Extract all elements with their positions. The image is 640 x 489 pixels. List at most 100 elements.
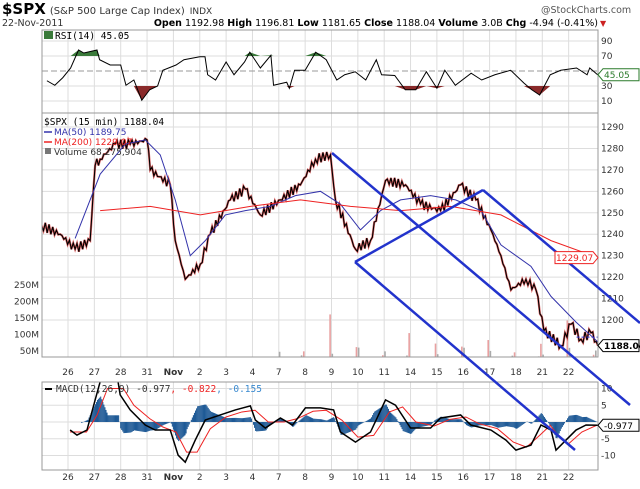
volume-y-tick: 100M	[14, 331, 39, 341]
macd-histogram-bar	[396, 419, 397, 422]
rsi-legend-label: RSI(14) 45.05	[55, 31, 129, 42]
volume-bar	[329, 314, 331, 357]
macd-histogram-bar	[181, 422, 182, 438]
macd-histogram-bar	[516, 422, 517, 429]
macd-histogram-bar	[487, 422, 488, 425]
macd-histogram-bar	[171, 422, 172, 424]
x-tick-label: 27	[89, 368, 100, 378]
macd-histogram-bar	[229, 418, 230, 422]
macd-histogram-bar	[574, 415, 575, 422]
chart-header: $SPX(S&P 500 Large Cap Index)INDX @Stock…	[2, 0, 631, 29]
x-tick-label: 22	[563, 368, 574, 378]
macd-histogram-bar	[209, 409, 210, 422]
macd-histogram-bar	[524, 422, 525, 423]
macd-histogram-bar	[500, 422, 501, 427]
symbol-title: $SPX(S&P 500 Large Cap Index)INDX	[2, 0, 212, 18]
stockcharts-watermark: @StockCharts.com	[541, 5, 631, 16]
macd-histogram-bar	[113, 415, 114, 422]
macd-histogram-bar	[413, 422, 414, 431]
macd-histogram-bar	[250, 417, 251, 422]
macd-histogram-bar	[116, 415, 117, 422]
macd-histogram-bar	[123, 422, 124, 433]
macd-histogram-bar	[326, 420, 327, 422]
macd-histogram-bar	[105, 410, 106, 422]
price-legend-label: $SPX (15 min) 1188.04	[44, 117, 164, 128]
macd-histogram-bar	[165, 422, 166, 424]
macd-histogram-bar	[313, 419, 314, 422]
macd-histogram-bar	[594, 421, 595, 422]
macd-histogram-bar	[352, 422, 353, 431]
macd-histogram-bar	[109, 415, 110, 422]
macd-histogram-bar	[95, 404, 96, 422]
rsi-legend-icon	[44, 31, 53, 39]
volume-y-tick: 250M	[14, 281, 39, 291]
macd-histogram-bar	[368, 420, 369, 422]
macd-histogram-bar	[582, 417, 583, 422]
macd-histogram-bar	[177, 422, 178, 440]
x-tick-label: 4	[250, 473, 256, 483]
x-tick-label: 10	[352, 368, 364, 378]
macd-histogram-bar	[186, 422, 187, 433]
macd-histogram-bar	[133, 422, 134, 431]
macd-histogram-bar	[140, 422, 141, 431]
x-tick-label: 18	[510, 368, 522, 378]
macd-histogram-bar	[393, 415, 394, 422]
macd-histogram-bar	[512, 422, 513, 427]
x-tick-label: 11	[378, 473, 389, 483]
price-y-tick: 1280	[601, 144, 624, 154]
macd-histogram-bar	[466, 422, 467, 425]
macd-histogram-bar	[323, 420, 324, 422]
macd-histogram-bar	[405, 422, 406, 432]
x-tick-label: 14	[405, 368, 417, 378]
macd-histogram-bar	[586, 417, 587, 422]
macd-histogram-bar	[125, 422, 126, 433]
macd-histogram-bar	[81, 422, 82, 423]
macd-histogram-bar	[354, 422, 355, 430]
macd-histogram-bar	[492, 422, 493, 426]
volume-bar	[595, 351, 597, 357]
macd-histogram-bar	[513, 422, 514, 427]
macd-histogram-bar	[97, 400, 98, 422]
macd-histogram-bar	[465, 422, 466, 424]
macd-histogram-bar	[168, 422, 169, 423]
x-tick-label: 9	[329, 473, 335, 483]
macd-histogram-bar	[434, 420, 435, 422]
macd-histogram-bar	[504, 422, 505, 427]
macd-histogram-bar	[126, 422, 127, 433]
macd-histogram-bar	[372, 415, 373, 422]
macd-histogram-bar	[304, 417, 305, 422]
macd-histogram-bar	[235, 418, 236, 422]
macd-histogram-bar	[129, 422, 130, 433]
macd-histogram-bar	[226, 418, 227, 422]
macd-histogram-bar	[359, 422, 360, 425]
macd-histogram-bar	[180, 422, 181, 439]
macd-histogram-bar	[230, 418, 231, 422]
macd-histogram-bar	[121, 422, 122, 430]
macd-histogram-bar	[388, 409, 389, 422]
macd-histogram-bar	[523, 422, 524, 424]
macd-histogram-bar	[241, 418, 242, 422]
macd-histogram-bar	[85, 421, 86, 422]
macd-histogram-bar	[460, 419, 461, 422]
macd-histogram-bar	[86, 420, 87, 422]
macd-histogram-bar	[296, 422, 297, 423]
macd-histogram-bar	[234, 418, 235, 422]
macd-histogram-bar	[430, 422, 431, 425]
macd-histogram-bar	[183, 422, 184, 436]
macd-histogram-bar	[587, 417, 588, 422]
macd-histogram-bar	[333, 417, 334, 422]
macd-histogram-bar	[108, 415, 109, 422]
macd-histogram-bar	[161, 422, 162, 426]
macd-histogram-bar	[318, 419, 319, 422]
macd-histogram-bar	[169, 422, 170, 423]
macd-histogram-bar	[534, 420, 535, 422]
macd-histogram-bar	[412, 422, 413, 432]
macd-histogram-bar	[164, 422, 165, 424]
macd-histogram-bar	[432, 422, 433, 423]
macd-histogram-bar	[394, 416, 395, 422]
x-tick-label: 2	[197, 473, 203, 483]
x-tick-label: 16	[458, 368, 470, 378]
volume-legend-icon	[45, 148, 51, 154]
macd-histogram-bar	[130, 422, 131, 433]
